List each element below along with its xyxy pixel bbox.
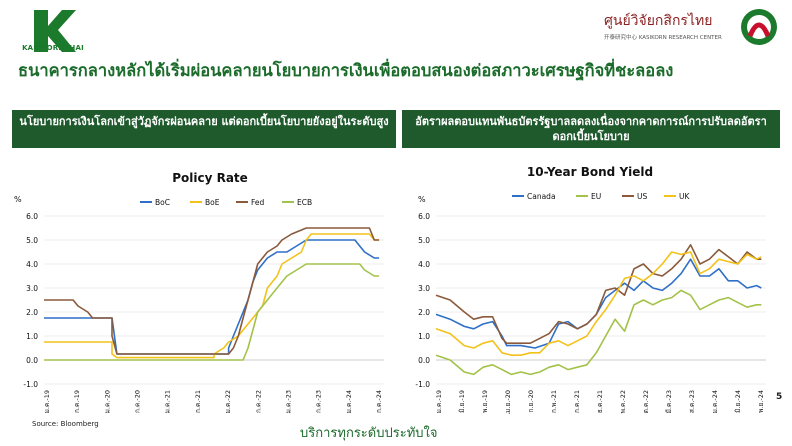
- series-line-boe: [44, 233, 380, 359]
- x-tick-label: พ.ค.-22: [619, 390, 627, 413]
- chart-title: Policy Rate: [172, 171, 248, 185]
- kasikorn-emblem-icon: [741, 9, 777, 45]
- x-tick-label: ก.ค.-19: [73, 390, 81, 413]
- x-tick-label: ม.ค.-21: [164, 390, 172, 413]
- policy-rate-chart: Policy Rate% 6.0 5.0 4.0 3.0 2.0 1.0 0.0 -1.0 ม.ค…: [14, 171, 384, 413]
- legend-label: Canada: [527, 192, 556, 201]
- y-axis-unit-label: %: [418, 195, 426, 204]
- legend-label: EU: [591, 192, 601, 201]
- y-tick-label: 0.0: [26, 356, 38, 365]
- y-tick-label: 3.0: [418, 284, 430, 293]
- y-tick-label: 5.0: [26, 236, 38, 245]
- y-tick-label: 3.0: [26, 284, 38, 293]
- x-tick-label: ต.ค.-22: [642, 390, 650, 413]
- x-tick-label: ม.ค.-24: [345, 390, 353, 413]
- series-line-ecb: [44, 263, 380, 361]
- series-line-boc: [44, 239, 380, 355]
- legend-label: Fed: [251, 198, 265, 207]
- legend-label: US: [637, 192, 647, 201]
- x-tick-label: ก.ย.-20: [527, 390, 535, 413]
- y-axis-unit-label: %: [14, 195, 22, 204]
- legend-label: UK: [679, 192, 690, 201]
- y-tick-label: 1.0: [26, 332, 38, 341]
- x-tick-label: มิ.ย.-24: [734, 390, 742, 413]
- x-tick-label: ม.ค.-24: [711, 390, 719, 413]
- x-tick-label: ส.ค.-23: [688, 390, 696, 413]
- source-note: Source: Bloomberg: [32, 420, 99, 428]
- x-tick-label: ม.ค.-19: [43, 390, 51, 413]
- x-tick-label: ม.ค.-20: [103, 390, 111, 413]
- chart-title: 10-Year Bond Yield: [527, 165, 653, 179]
- page-number: 5: [776, 392, 783, 402]
- kasikornthai-logo: [34, 10, 76, 52]
- legend-label: BoE: [205, 198, 220, 207]
- x-tick-label: ก.ค.-24: [375, 390, 383, 413]
- page-title: ธนาคารกลางหลักได้เริ่มผ่อนคลายนโยบายการเ…: [18, 61, 674, 80]
- x-tick-label: ก.ค.-21: [194, 390, 202, 413]
- x-tick-label: มิ.ย.-19: [458, 390, 466, 413]
- right-banner: อัตราผลตอบแทนพันธบัตรรัฐบาลลดลงเนื่องจาก…: [402, 110, 780, 148]
- x-tick-label: พ.ย.-19: [481, 390, 489, 413]
- legend-label: ECB: [297, 198, 312, 207]
- left-banner: นโยบายการเงินโลกเข้าสู่วัฏจักรผ่อนคลาย แ…: [12, 110, 396, 148]
- x-tick-label: ม.ค.-22: [224, 390, 232, 413]
- x-tick-label: เม.ย.-20: [504, 390, 512, 414]
- x-tick-label: พ.ย.-24: [757, 390, 765, 413]
- y-tick-label: -1.0: [23, 380, 38, 389]
- y-tick-label: 2.0: [418, 308, 430, 317]
- series-line-us: [435, 244, 762, 344]
- series-line-eu: [435, 289, 762, 376]
- y-tick-label: 4.0: [418, 260, 430, 269]
- x-tick-label: ธ.ค.-21: [596, 390, 604, 413]
- x-tick-label: ก.ค.-20: [134, 390, 142, 413]
- bond-yield-chart: 10-Year Bond Yield% 6.0 5.0 4.0 3.0 2.0 1.0 0.0…: [415, 165, 766, 414]
- y-tick-label: 6.0: [26, 212, 38, 221]
- x-tick-label: ก.ค.-21: [573, 390, 581, 413]
- y-tick-label: 2.0: [26, 308, 38, 317]
- y-tick-label: -1.0: [415, 380, 430, 389]
- x-tick-label: ม.ค.-23: [284, 390, 292, 413]
- y-tick-label: 4.0: [26, 260, 38, 269]
- x-tick-label: มี.ค.-23: [665, 390, 673, 413]
- research-center-title: ศูนย์วิจัยกสิกรไทย: [604, 13, 713, 29]
- series-line-uk: [435, 251, 762, 356]
- x-tick-label: ก.ค.-23: [315, 390, 323, 413]
- footer-tagline: บริการทุกระดับประทับใจ: [300, 426, 438, 441]
- kasikornthai-brand-text: KASIKORNTHAI: [22, 44, 84, 52]
- y-tick-label: 6.0: [418, 212, 430, 221]
- x-tick-label: ก.พ.-21: [550, 390, 558, 413]
- series-line-fed: [44, 227, 380, 355]
- y-tick-label: 0.0: [418, 356, 430, 365]
- legend-label: BoC: [155, 198, 170, 207]
- research-center-subtitle: 开泰研究中心 KASIKORN RESEARCH CENTER: [604, 35, 722, 41]
- x-tick-label: ม.ค.-19: [435, 390, 443, 413]
- x-tick-label: ก.ค.-22: [254, 390, 262, 413]
- y-tick-label: 5.0: [418, 236, 430, 245]
- y-tick-label: 1.0: [418, 332, 430, 341]
